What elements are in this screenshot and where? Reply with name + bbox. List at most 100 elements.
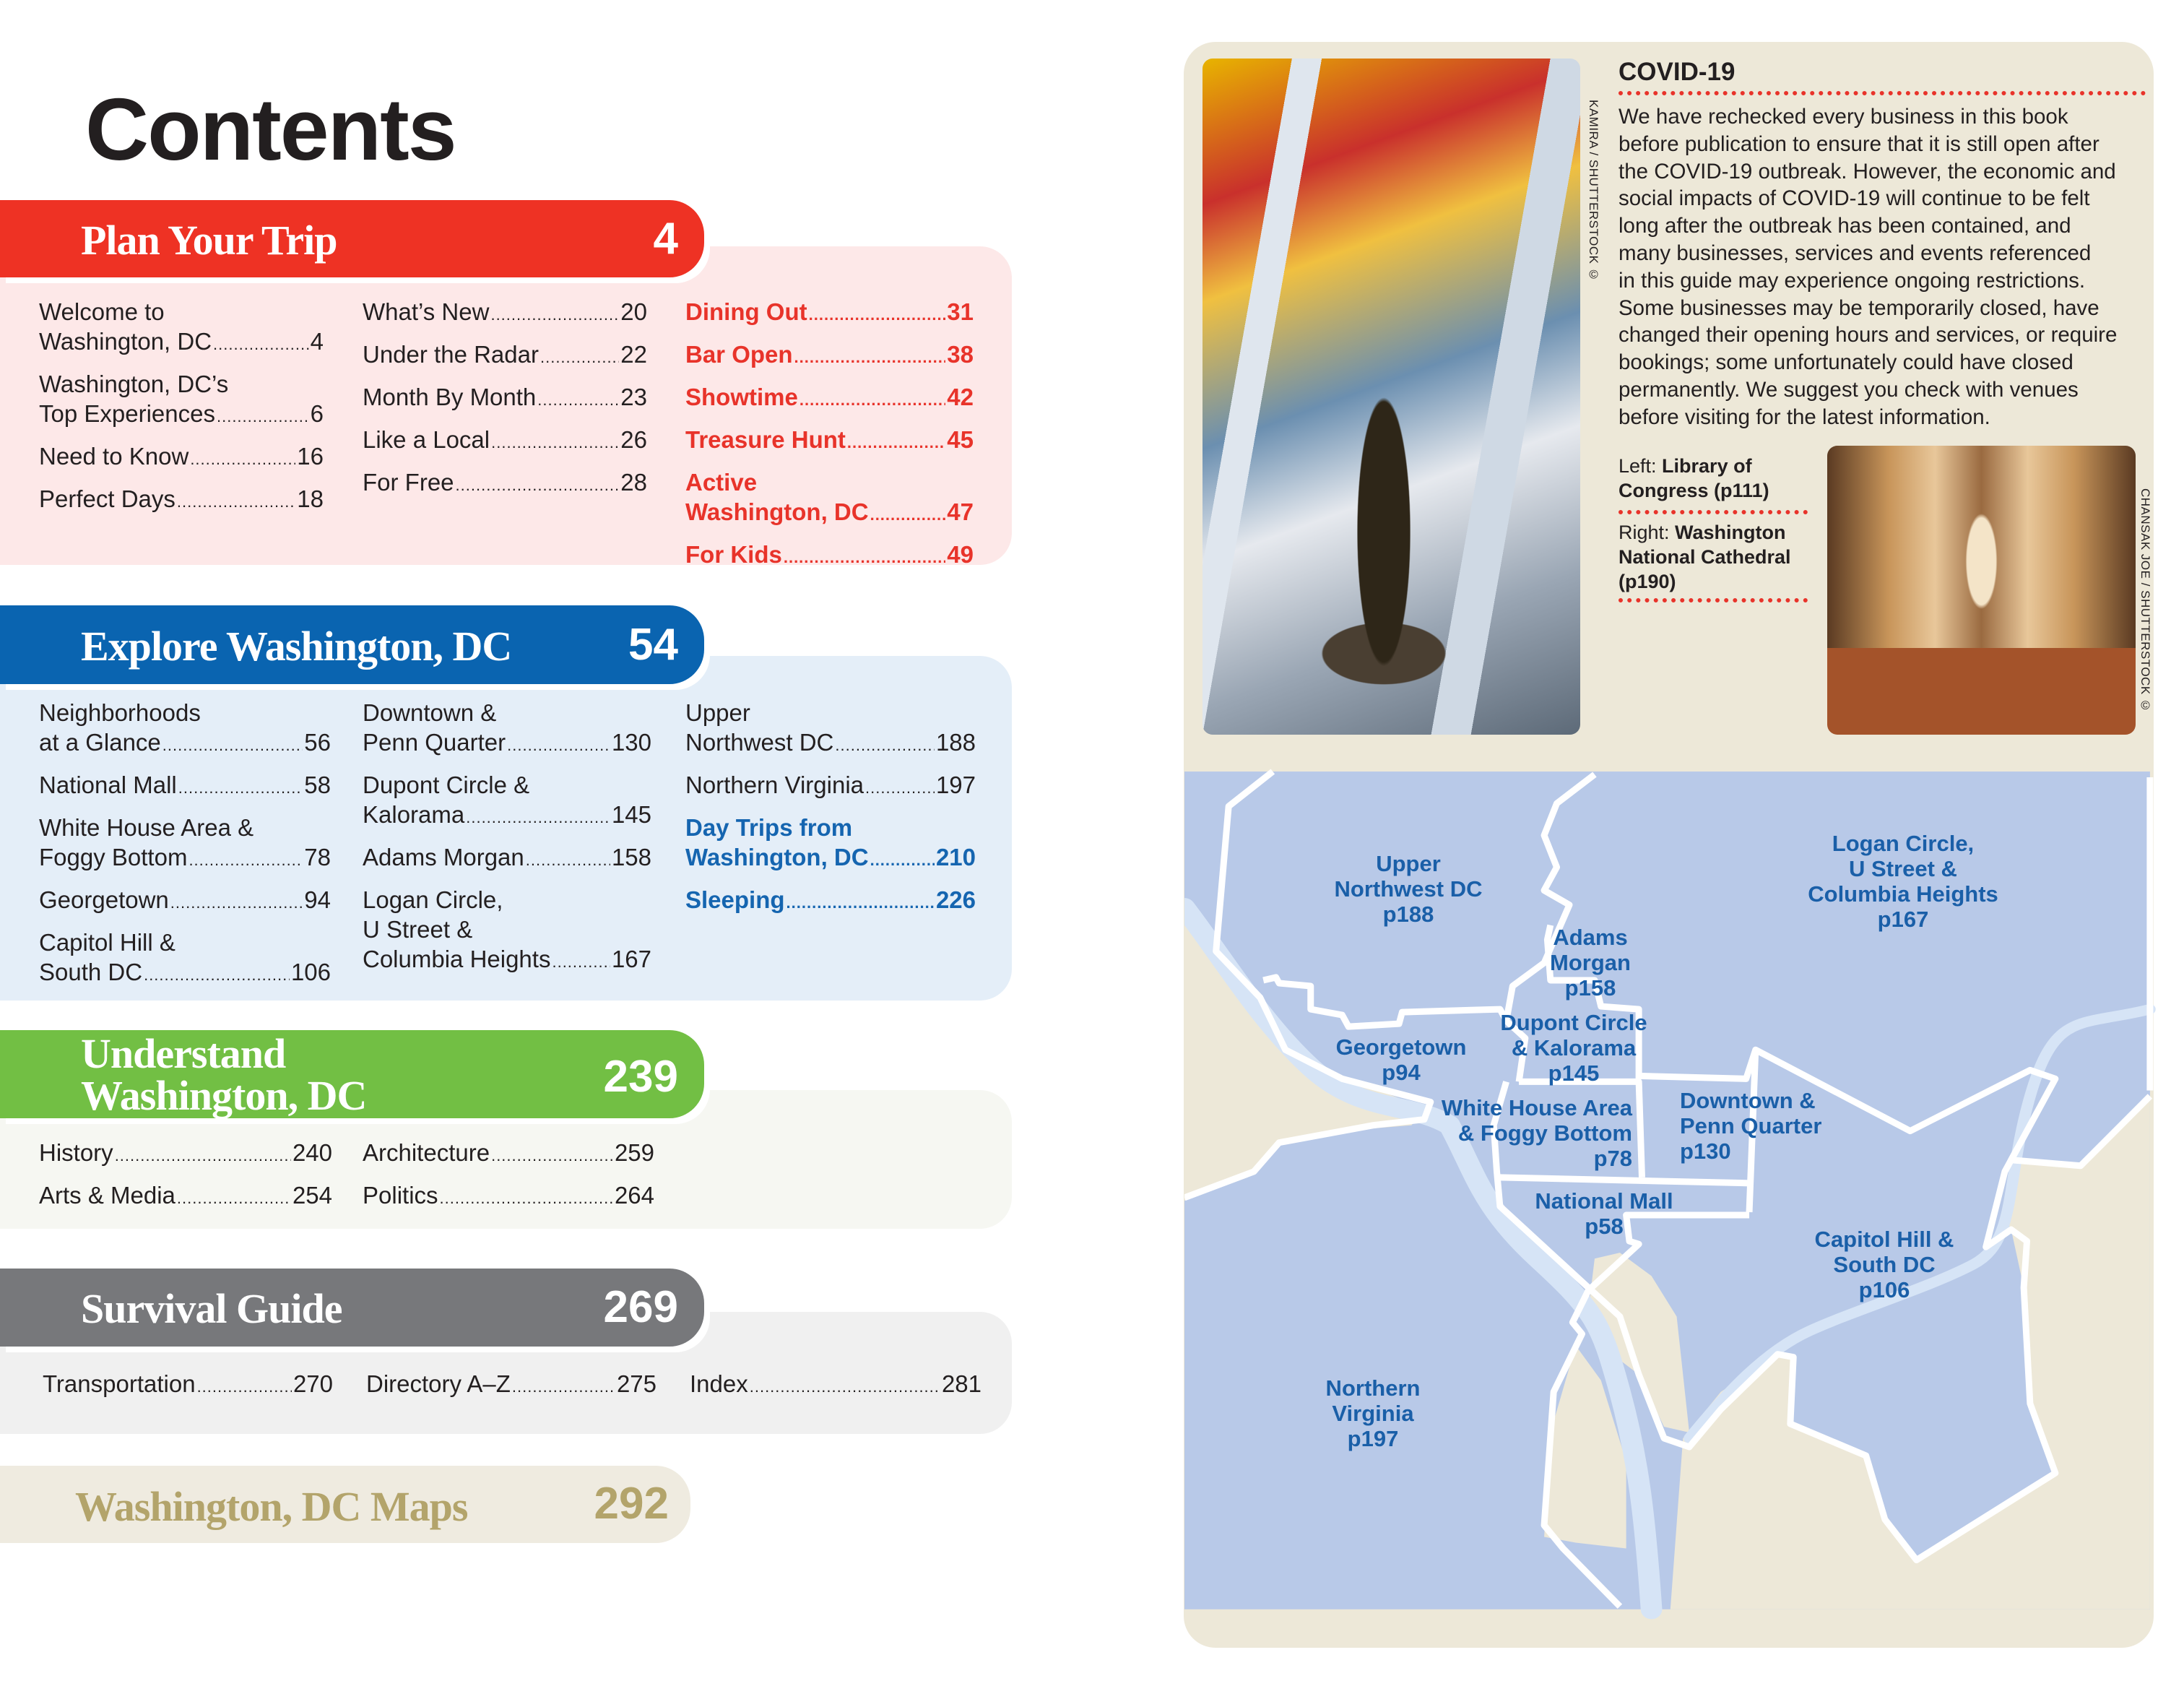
toc-entry[interactable]: Index 281 bbox=[690, 1369, 982, 1401]
plan-your-trip-header[interactable]: Plan Your Trip 4 bbox=[0, 200, 704, 277]
toc-entry-label: South DC bbox=[39, 959, 143, 985]
section-page: 269 bbox=[603, 1282, 678, 1332]
map-label-line: Morgan bbox=[1550, 950, 1631, 975]
toc-entry[interactable]: Adams Morgan 158 bbox=[363, 842, 651, 875]
map-label-national-mall[interactable]: National Mall p58 bbox=[1535, 1188, 1673, 1239]
map-label-adams-morgan[interactable]: Adams Morgan p158 bbox=[1550, 925, 1631, 1001]
covid-body-line: permanently. We suggest you check with v… bbox=[1618, 377, 2079, 402]
map-label-capitol-hill[interactable]: Capitol Hill & South DC p106 bbox=[1815, 1227, 1954, 1302]
dot-leader bbox=[440, 1183, 613, 1213]
covid-body-line: bookings; some unfortunately could have … bbox=[1618, 350, 2074, 375]
toc-entry-label: Bar Open bbox=[685, 341, 793, 368]
toc-entry-page: 22 bbox=[620, 341, 647, 368]
explore-header[interactable]: Explore Washington, DC 54 bbox=[0, 605, 704, 684]
toc-entry[interactable]: Arts & Media 254 bbox=[39, 1180, 332, 1213]
toc-entry-page: 94 bbox=[304, 886, 331, 913]
toc-entry-label: Like a Local bbox=[363, 426, 490, 453]
toc-entry[interactable]: For Kids 49 bbox=[685, 540, 974, 572]
toc-entry[interactable]: Perfect Days 18 bbox=[39, 484, 324, 517]
toc-entry[interactable]: Sleeping 226 bbox=[685, 885, 976, 917]
toc-entry-label: Perfect Days bbox=[39, 485, 176, 512]
dotted-divider bbox=[1618, 510, 1808, 514]
toc-entry-label: Foggy Bottom bbox=[39, 844, 188, 870]
dot-leader bbox=[190, 444, 295, 474]
map-label-line: p158 bbox=[1564, 975, 1616, 1001]
toc-entry-page: 167 bbox=[611, 946, 651, 972]
toc-entry[interactable]: Architecture 259 bbox=[363, 1138, 654, 1170]
toc-entry-page: 49 bbox=[947, 541, 974, 568]
section-title: Washington, DC Maps bbox=[75, 1483, 468, 1530]
toc-entry[interactable]: For Free 28 bbox=[363, 467, 647, 500]
covid-title: COVID-19 bbox=[1618, 58, 1736, 86]
toc-entry-page: 226 bbox=[935, 886, 976, 913]
map-label-logan-circle[interactable]: Logan Circle, U Street & Columbia Heights p… bbox=[1808, 831, 1998, 932]
toc-entry[interactable]: White House Area & Foggy Bottom 78 bbox=[39, 813, 331, 875]
toc-entry[interactable]: History 240 bbox=[39, 1138, 332, 1170]
toc-entry-page: 31 bbox=[947, 298, 974, 325]
toc-entry[interactable]: Logan Circle, U Street & Columbia Heights 1… bbox=[363, 885, 651, 977]
map-label-line: p58 bbox=[1585, 1214, 1624, 1239]
dot-leader bbox=[490, 300, 619, 329]
map-label-dupont-circle[interactable]: Dupont Circle & Kalorama p145 bbox=[1500, 1010, 1647, 1086]
toc-entry[interactable]: Transportation 270 bbox=[43, 1369, 333, 1401]
toc-entry-page: 270 bbox=[292, 1370, 333, 1397]
toc-entry[interactable]: Under the Radar 22 bbox=[363, 340, 647, 372]
understand-column: History 240 Arts & Media 254 bbox=[39, 1138, 332, 1223]
toc-entry[interactable]: Like a Local 26 bbox=[363, 425, 647, 457]
toc-entry-page: 28 bbox=[620, 469, 647, 496]
toc-entry[interactable]: Day Trips from Washington, DC 210 bbox=[685, 813, 976, 875]
map-label-white-house-area[interactable]: White House Area & Foggy Bottom p78 bbox=[1442, 1095, 1632, 1171]
map-label-line: & Kalorama bbox=[1511, 1035, 1637, 1060]
map-label-northern-virginia[interactable]: Northern Virginia p197 bbox=[1326, 1375, 1421, 1451]
dot-leader bbox=[552, 947, 610, 977]
explore-column: Downtown & Penn Quarter 130 Dupont Circle &… bbox=[363, 698, 651, 987]
toc-entry[interactable]: Month By Month 23 bbox=[363, 382, 647, 415]
dot-leader bbox=[178, 773, 303, 803]
toc-entry[interactable]: Washington, DC’s Top Experiences 6 bbox=[39, 369, 324, 431]
map-land-regions bbox=[1184, 772, 2150, 1609]
map-label-line: Northwest DC bbox=[1334, 876, 1483, 902]
maps-header[interactable]: Washington, DC Maps 292 bbox=[0, 1466, 690, 1543]
toc-entry[interactable]: Directory A–Z 275 bbox=[366, 1369, 656, 1401]
map-label-line: Northern bbox=[1325, 1375, 1421, 1401]
map-label-line: p106 bbox=[1858, 1277, 1910, 1302]
understand-header[interactable]: Understand Washington, DC 239 bbox=[0, 1030, 704, 1118]
map-label-downtown[interactable]: Downtown & Penn Quarter p130 bbox=[1680, 1088, 1821, 1164]
toc-entry[interactable]: Northern Virginia 197 bbox=[685, 770, 976, 803]
toc-entry[interactable]: Showtime 42 bbox=[685, 382, 974, 415]
toc-entry[interactable]: Politics 264 bbox=[363, 1180, 654, 1213]
map-label-upper-northwest-dc[interactable]: Upper Northwest DC p188 bbox=[1335, 851, 1483, 927]
toc-entry-page: 23 bbox=[620, 384, 647, 410]
toc-entry-label: Month By Month bbox=[363, 384, 537, 410]
map-boundaries bbox=[1184, 772, 2150, 1607]
toc-entry[interactable]: Upper Northwest DC 188 bbox=[685, 698, 976, 760]
covid-body-line: changed their opening hours and services… bbox=[1618, 323, 2118, 347]
map-label-georgetown[interactable]: Georgetown p94 bbox=[1336, 1034, 1467, 1085]
dot-leader bbox=[507, 730, 610, 760]
toc-entry-label: For Free bbox=[363, 469, 454, 496]
toc-entry[interactable]: Dining Out 31 bbox=[685, 297, 974, 329]
caption-text: Library of Congress (p111) bbox=[1618, 455, 1769, 501]
map-label-line: Downtown & bbox=[1680, 1088, 1816, 1113]
toc-entry[interactable]: Capitol Hill & South DC 106 bbox=[39, 928, 331, 990]
dot-leader bbox=[466, 803, 610, 832]
toc-entry-label: Treasure Hunt bbox=[685, 426, 846, 453]
survival-guide-header[interactable]: Survival Guide 269 bbox=[0, 1269, 704, 1347]
toc-entry[interactable]: Neighborhoods at a Glance 56 bbox=[39, 698, 331, 760]
toc-entry[interactable]: What’s New 20 bbox=[363, 297, 647, 329]
toc-entry[interactable]: Welcome to Washington, DC 4 bbox=[39, 297, 324, 359]
section-title: Explore Washington, DC bbox=[81, 623, 512, 670]
toc-entry[interactable]: Downtown & Penn Quarter 130 bbox=[363, 698, 651, 760]
section-page: 4 bbox=[653, 214, 678, 264]
toc-entry[interactable]: Georgetown 94 bbox=[39, 885, 331, 917]
toc-entry[interactable]: Treasure Hunt 45 bbox=[685, 425, 974, 457]
toc-entry[interactable]: National Mall 58 bbox=[39, 770, 331, 803]
caption-prefix: Left: bbox=[1618, 455, 1663, 477]
toc-entry[interactable]: Bar Open 38 bbox=[685, 340, 974, 372]
toc-entry[interactable]: Dupont Circle & Kalorama 145 bbox=[363, 770, 651, 832]
dot-leader bbox=[750, 1372, 940, 1401]
toc-entry-page: 130 bbox=[611, 729, 651, 756]
map-label-line: Georgetown bbox=[1335, 1034, 1467, 1060]
toc-entry[interactable]: Need to Know 16 bbox=[39, 441, 324, 474]
